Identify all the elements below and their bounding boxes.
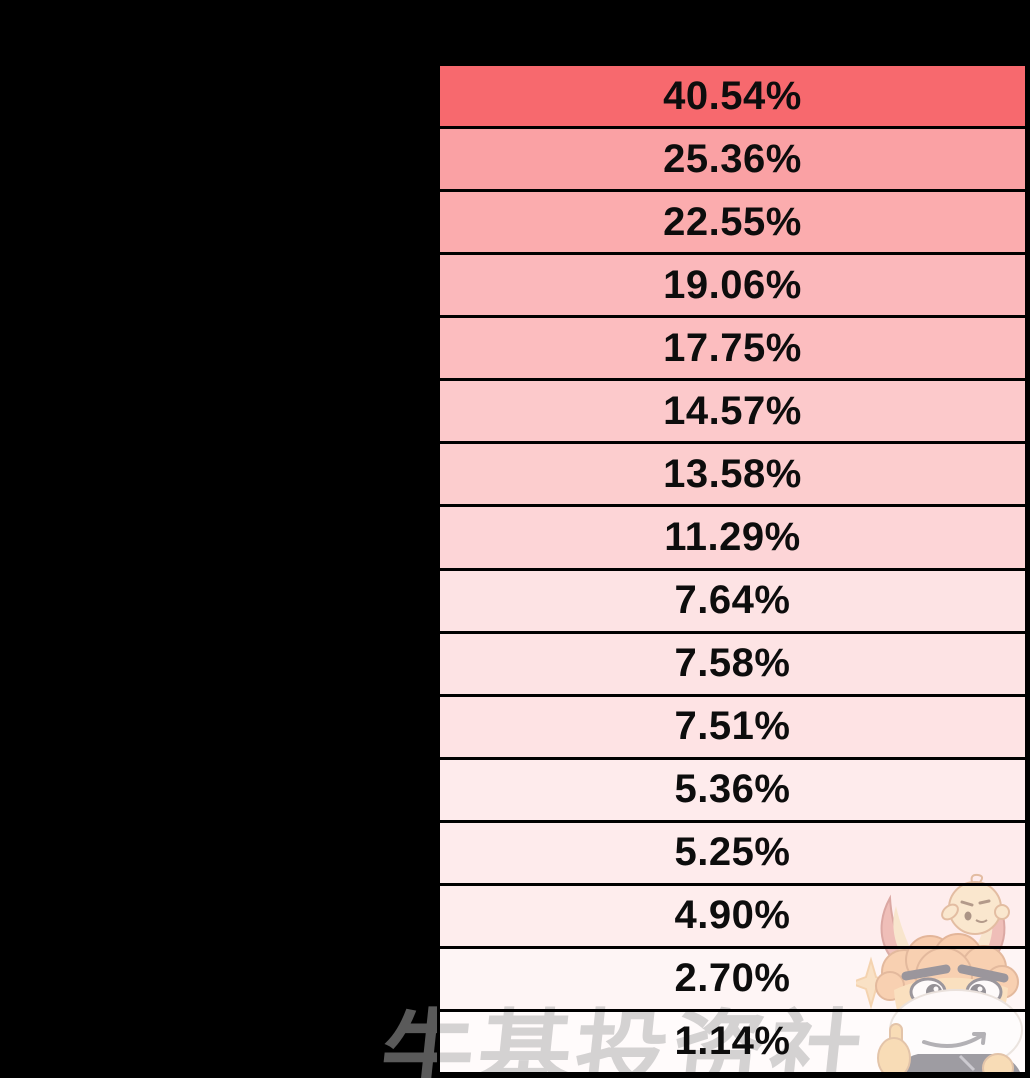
cell-value: 2.70% [674, 956, 791, 1001]
table-row: 25.36% [440, 129, 1025, 193]
cell-value: 1.14% [674, 1019, 791, 1064]
table-row-background [440, 444, 1025, 508]
cell-value: 19.06% [663, 262, 802, 307]
table-row-background [440, 822, 1025, 886]
table-row: 13.58% [440, 444, 1025, 508]
cell-value: 13.58% [663, 451, 802, 496]
table-row: 14.57% [440, 381, 1025, 445]
table-row: 40.54% [440, 66, 1025, 130]
table-row: 1.14% [440, 1012, 1025, 1075]
cell-value: 40.54% [663, 73, 802, 118]
returns-table: 40.54% 25.36% 22.55% 19.06% 17.75% 14.57… [437, 63, 1030, 1078]
cell-value: 17.75% [663, 325, 802, 370]
table-row: 7.58% [440, 634, 1025, 697]
table-row: 2.70% [440, 949, 1025, 1012]
table-row-background [440, 255, 1025, 319]
cell-value: 5.25% [674, 830, 791, 875]
cell-value: 7.64% [674, 578, 791, 623]
table-row: 4.90% [440, 886, 1025, 949]
table-row-background [440, 66, 1025, 130]
table-row-background [440, 507, 1025, 571]
cell-value: 7.51% [674, 704, 791, 749]
table-row: 17.75% [440, 318, 1025, 382]
cell-value: 22.55% [663, 199, 802, 244]
table-row: 22.55% [440, 192, 1025, 256]
table-row: 7.51% [440, 697, 1025, 760]
cell-value: 14.57% [663, 388, 802, 433]
cell-value: 11.29% [664, 514, 801, 559]
table-row-background [440, 192, 1025, 256]
table-row: 11.29% [440, 507, 1025, 571]
table-row: 19.06% [440, 255, 1025, 319]
returns-table-backgrounds [437, 63, 1030, 1078]
cell-value: 7.58% [674, 641, 791, 686]
table-row-background [440, 759, 1025, 823]
table-row-background [440, 696, 1025, 760]
table-row: 5.36% [440, 760, 1025, 823]
cell-value: 25.36% [663, 136, 802, 181]
table-row: 7.64% [440, 571, 1025, 634]
table-row-background [440, 129, 1025, 193]
table-row-background [440, 381, 1025, 445]
table-row-background [440, 318, 1025, 382]
table-row-background [440, 633, 1025, 697]
cell-value: 5.36% [674, 767, 791, 812]
cell-value: 4.90% [674, 893, 791, 938]
table-row: 5.25% [440, 823, 1025, 886]
table-row-background [440, 570, 1025, 634]
